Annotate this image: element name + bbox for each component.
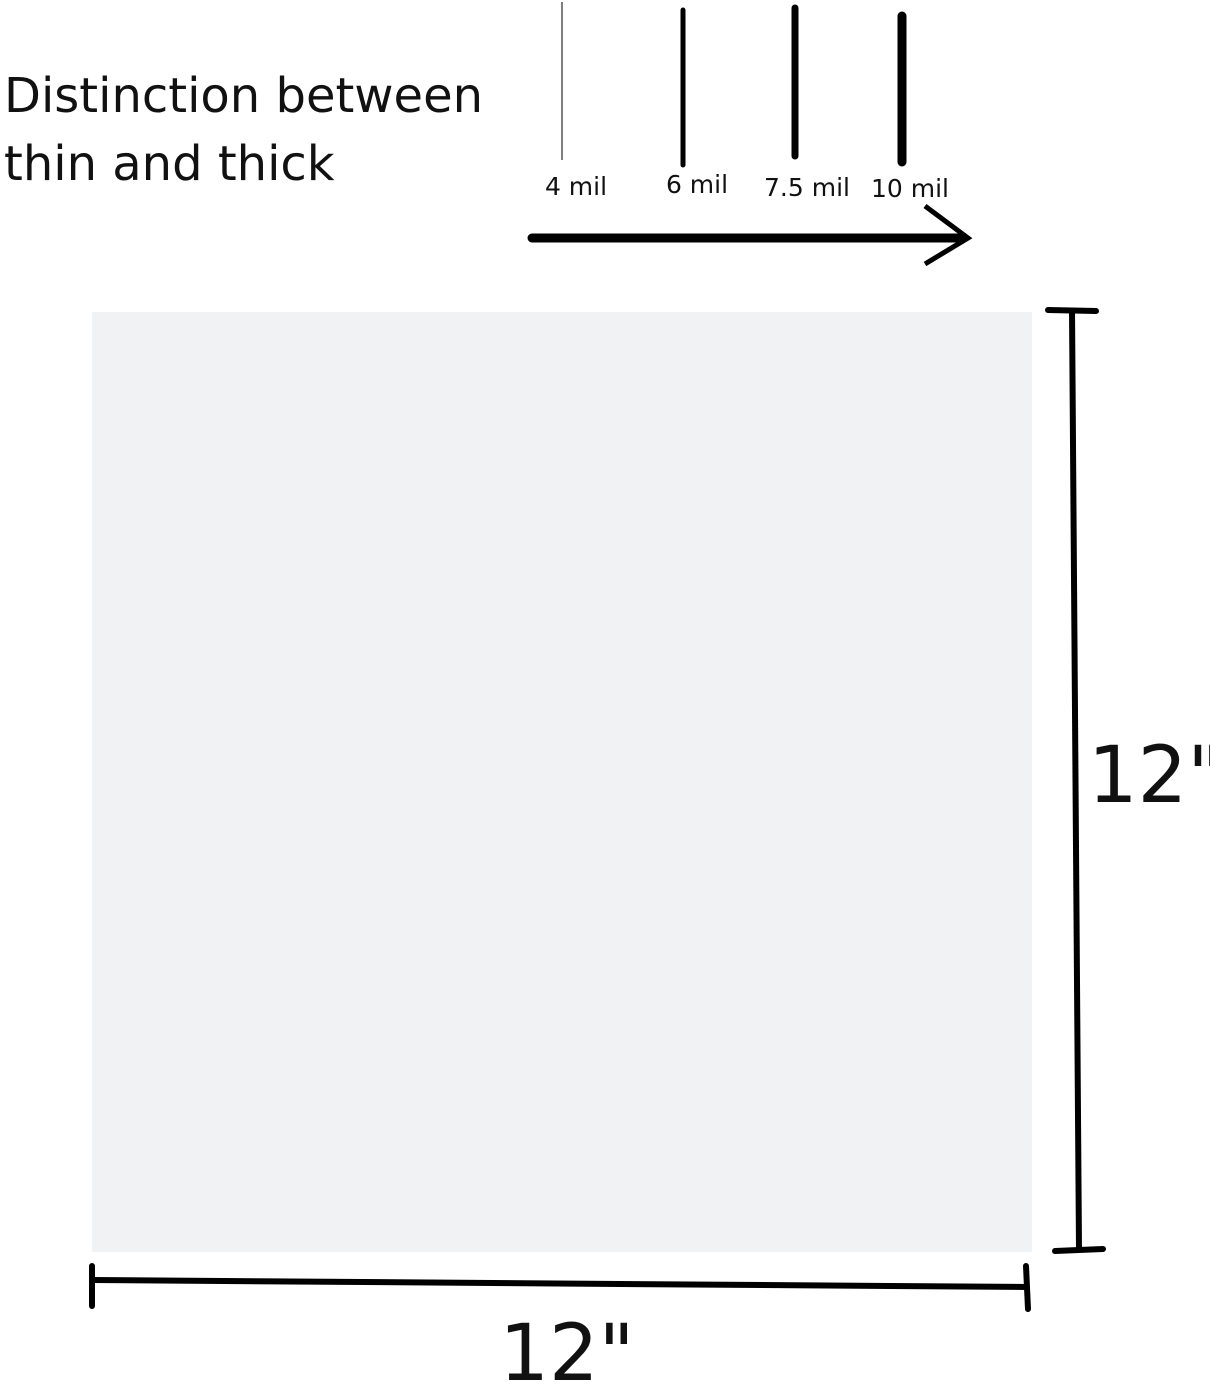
- thickness-label: 7.5 mil: [764, 173, 850, 202]
- thickness-label: 4 mil: [545, 172, 607, 201]
- width-dimension: [89, 1263, 1031, 1312]
- title-line-2: thin and thick: [4, 136, 335, 192]
- increasing-arrow-icon: [527, 203, 973, 267]
- title-line-1: Distinction between: [4, 68, 483, 124]
- height-label: 12": [1088, 731, 1210, 821]
- thickness-label: 6 mil: [666, 170, 728, 199]
- height-dimension: [1045, 307, 1106, 1254]
- thickness-label: 10 mil: [871, 174, 949, 203]
- sheet: [92, 312, 1032, 1252]
- width-label: 12": [499, 1309, 634, 1388]
